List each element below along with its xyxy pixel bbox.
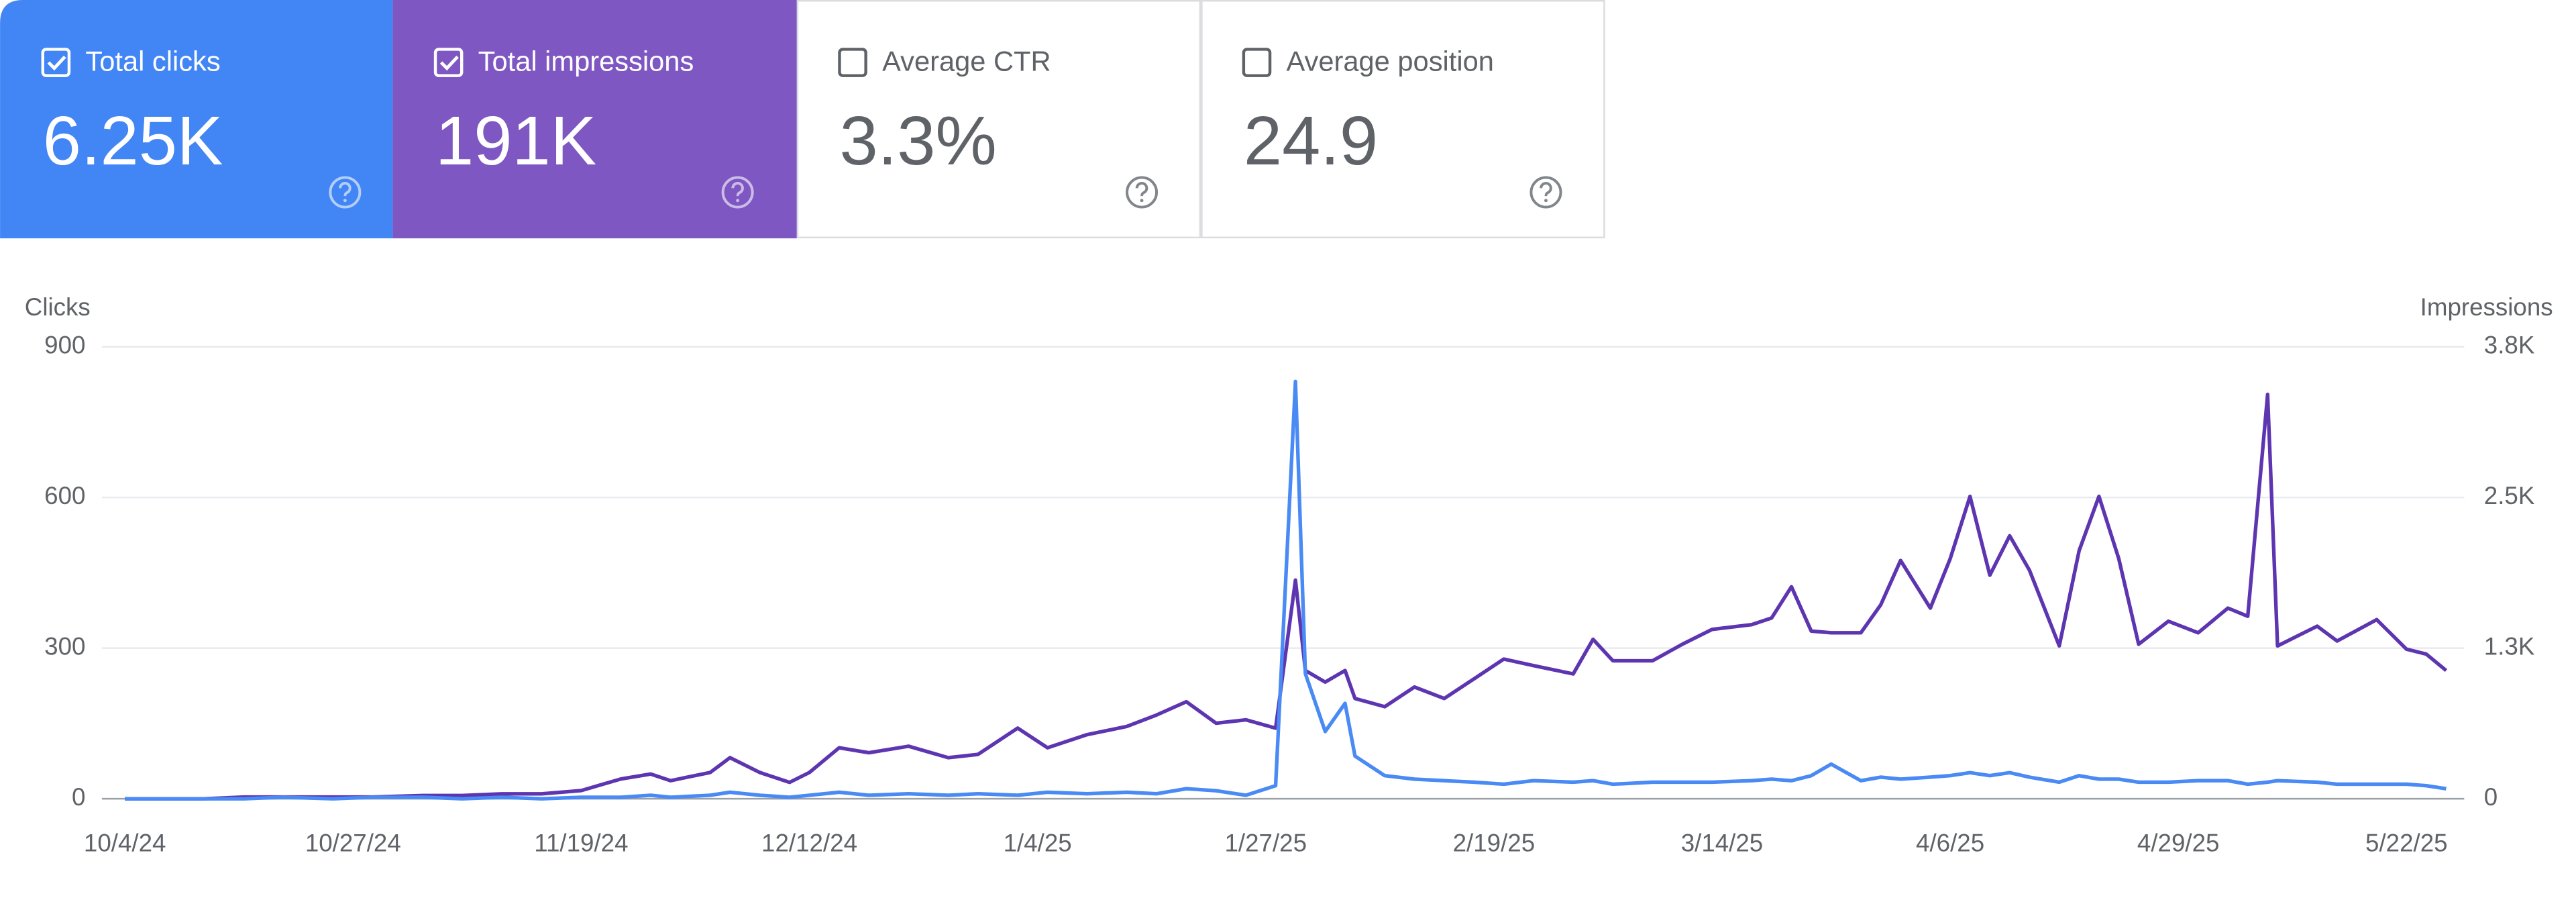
card-value: 3.3% <box>839 102 996 179</box>
card-value: 191K <box>435 102 596 179</box>
y2-tick-label: 3.8K <box>2484 331 2535 358</box>
help-icon-dot <box>1544 199 1548 203</box>
card-background <box>796 0 1201 239</box>
help-icon-mark <box>1135 182 1148 197</box>
help-icon-mark <box>1540 182 1552 197</box>
checkbox[interactable] <box>41 48 71 77</box>
y-tick-label: 600 <box>44 482 85 509</box>
x-tick-label: 12/12/24 <box>761 829 857 856</box>
card-label: Total impressions <box>478 45 694 77</box>
y2-tick-label: 2.5K <box>2484 482 2535 509</box>
card-label: Average position <box>1287 45 1494 77</box>
series-line <box>125 392 2448 801</box>
x-tick-label: 10/4/24 <box>84 829 166 856</box>
x-tick-label: 1/27/25 <box>1224 829 1307 856</box>
y2-axis-label: Impressions <box>2420 293 2553 321</box>
card-background <box>392 0 797 239</box>
checkbox[interactable] <box>1242 48 1272 77</box>
series-line <box>125 379 2447 801</box>
checkbox[interactable] <box>433 48 464 77</box>
card-label: Total clicks <box>85 45 220 77</box>
x-tick-label: 5/22/25 <box>2365 829 2448 856</box>
x-tick-label: 11/19/24 <box>534 829 628 856</box>
y2-tick-label: 0 <box>2484 783 2498 811</box>
y2-tick-label: 1.3K <box>2484 632 2535 660</box>
y-tick-label: 900 <box>44 331 85 358</box>
card-label: Average CTR <box>882 45 1051 77</box>
x-tick-label: 4/29/25 <box>2137 829 2220 856</box>
metric-card[interactable]: Average position 24.9 <box>1201 0 1605 239</box>
card-value: 6.25K <box>43 102 223 179</box>
help-icon-mark <box>339 182 352 197</box>
x-tick-label: 2/19/25 <box>1453 829 1536 856</box>
chart: Clicks Impressions 0 300 600 900 0 1.3K 2.5K 3.… <box>25 293 2553 856</box>
card-background <box>0 0 393 239</box>
metric-card[interactable]: Total clicks 6.25K <box>0 0 393 239</box>
help-icon-dot <box>343 199 347 203</box>
metric-cards: Total clicks 6.25K Total impressions 191K Av… <box>0 0 1605 239</box>
card-value: 24.9 <box>1244 102 1378 179</box>
x-tick-label: 3/14/25 <box>1681 829 1764 856</box>
help-icon[interactable] <box>329 176 362 209</box>
x-tick-label: 10/27/24 <box>305 829 401 856</box>
checkmark <box>47 55 66 71</box>
card-background <box>1201 0 1605 239</box>
metric-card[interactable]: Total impressions 191K <box>392 0 797 239</box>
checkbox[interactable] <box>838 48 867 77</box>
x-tick-label: 1/4/25 <box>1004 829 1072 856</box>
help-icon[interactable] <box>1126 176 1159 209</box>
y-axis-label: Clicks <box>25 293 91 321</box>
help-icon-dot <box>1140 199 1144 203</box>
y-tick-label: 0 <box>72 783 85 811</box>
metric-card[interactable]: Average CTR 3.3% <box>796 0 1201 239</box>
help-icon-dot <box>736 199 740 203</box>
x-tick-label: 4/6/25 <box>1916 829 1984 856</box>
y-tick-label: 300 <box>44 632 85 660</box>
help-icon[interactable] <box>1529 176 1562 209</box>
help-icon[interactable] <box>721 176 754 209</box>
checkmark <box>439 55 459 71</box>
help-icon-mark <box>731 182 744 197</box>
